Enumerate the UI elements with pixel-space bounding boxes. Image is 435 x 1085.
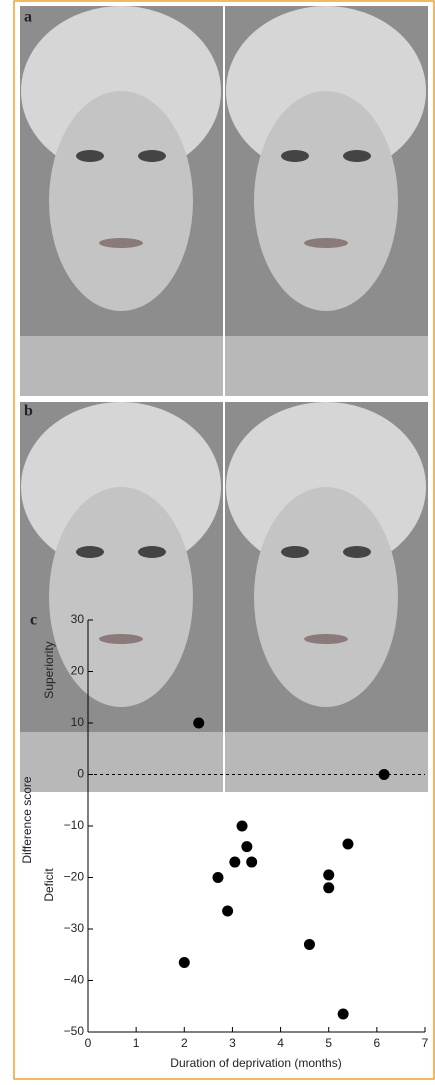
point — [179, 957, 190, 968]
point — [323, 869, 334, 880]
x-tick-label: 3 — [229, 1036, 236, 1050]
x-tick-label: 2 — [181, 1036, 188, 1050]
face — [254, 91, 398, 311]
y-tick-label: −40 — [64, 973, 85, 987]
point — [323, 882, 334, 893]
eye — [343, 150, 371, 162]
eye — [76, 546, 104, 558]
eye — [76, 150, 104, 162]
y-tick-label: −10 — [64, 818, 85, 832]
mouth — [304, 634, 348, 644]
shoulders — [225, 732, 428, 792]
y-tick-label: 20 — [71, 664, 85, 678]
x-tick-label: 4 — [277, 1036, 284, 1050]
shoulders — [225, 336, 428, 396]
mouth — [304, 238, 348, 248]
eye — [281, 546, 309, 558]
x-tick-label: 1 — [133, 1036, 140, 1050]
annotation: Deficit — [42, 868, 56, 902]
point — [237, 821, 248, 832]
y-tick-label: −30 — [64, 921, 85, 935]
point — [342, 839, 353, 850]
point — [212, 872, 223, 883]
x-tick-label: 7 — [422, 1036, 429, 1050]
panel-label: b — [24, 403, 33, 420]
point — [193, 718, 204, 729]
panel-label: c — [30, 612, 37, 629]
point — [222, 905, 233, 916]
mouth — [99, 238, 143, 248]
annotation: Superiority — [42, 641, 56, 698]
y-tick-label: 30 — [71, 612, 85, 626]
point — [304, 939, 315, 950]
y-tick-label: 0 — [77, 767, 84, 781]
shoulders — [20, 336, 223, 396]
shoulders — [20, 732, 223, 792]
point — [379, 769, 390, 780]
x-axis-label: Duration of deprivation (months) — [170, 1056, 341, 1070]
y-tick-label: 10 — [71, 715, 85, 729]
face — [254, 487, 398, 707]
eye — [138, 546, 166, 558]
y-tick-label: −20 — [64, 870, 85, 884]
figure: a b c Difference score Superiority Defic… — [0, 0, 435, 1080]
point — [246, 857, 257, 868]
eye — [281, 150, 309, 162]
point — [338, 1008, 349, 1019]
x-tick-label: 5 — [325, 1036, 332, 1050]
eye — [138, 150, 166, 162]
y-tick-label: −50 — [64, 1024, 85, 1038]
y-axis-label: Difference score — [20, 776, 34, 863]
eye — [343, 546, 371, 558]
panel-label: a — [24, 9, 32, 26]
x-tick-label: 6 — [374, 1036, 381, 1050]
mouth — [99, 634, 143, 644]
point — [229, 857, 240, 868]
x-tick-label: 0 — [85, 1036, 92, 1050]
point — [241, 841, 252, 852]
face — [49, 91, 193, 311]
